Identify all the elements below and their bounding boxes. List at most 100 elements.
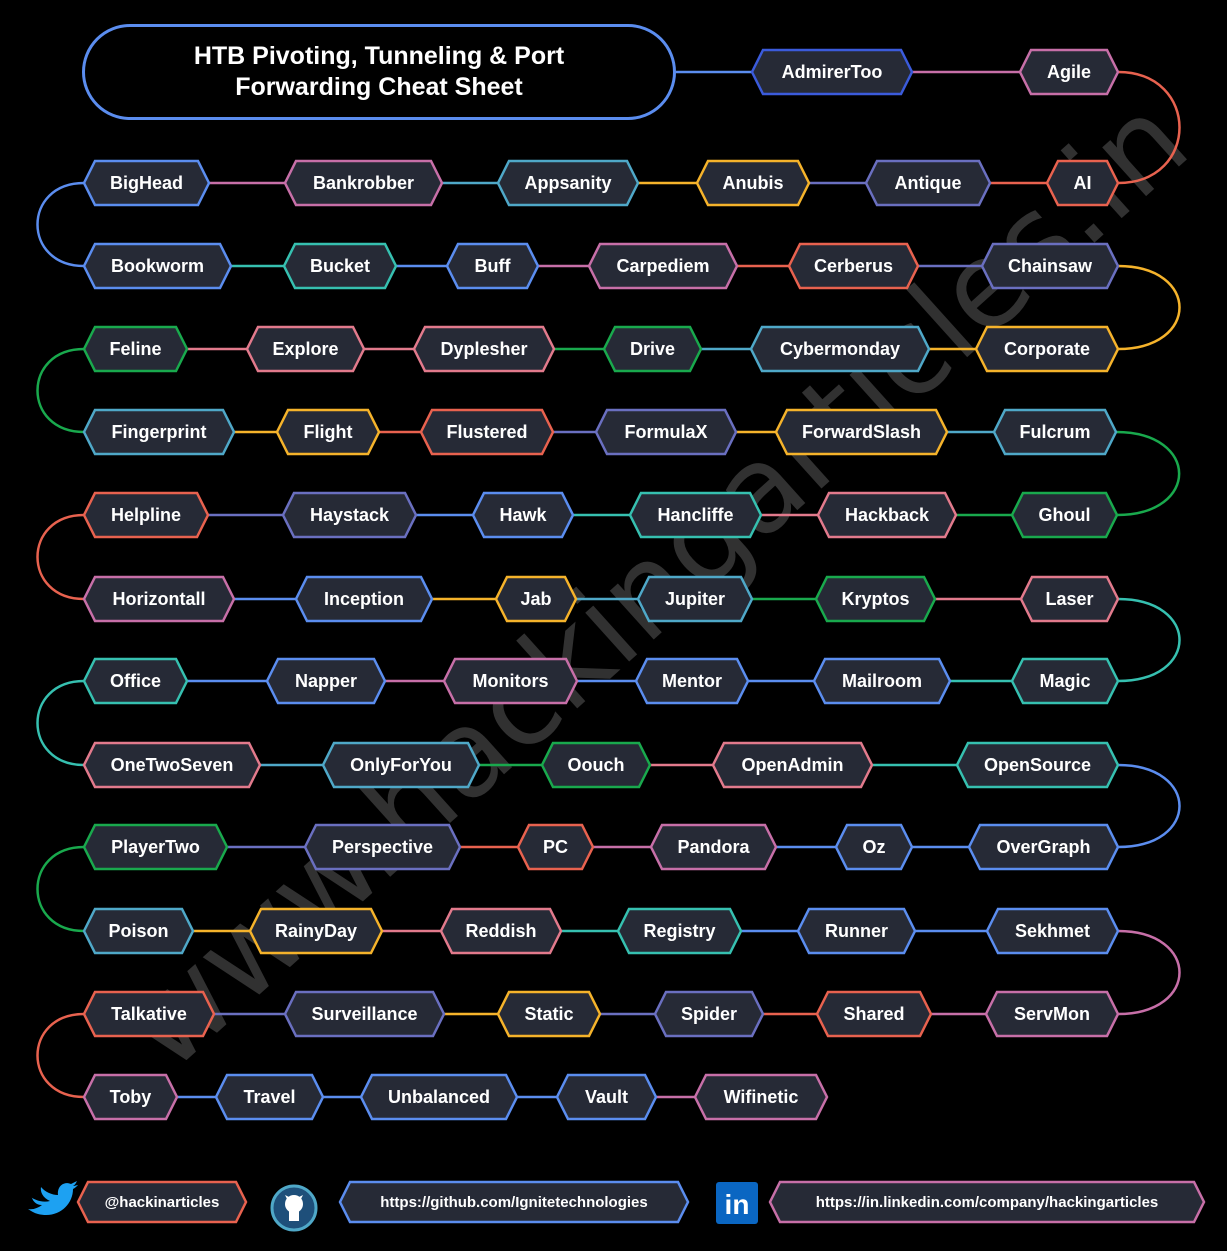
machine-node-bucket: Bucket xyxy=(282,242,398,290)
node-label: Fulcrum xyxy=(1019,422,1090,442)
node-shape xyxy=(649,823,778,871)
node-label: Anubis xyxy=(723,173,784,193)
machine-node-travel: Travel xyxy=(214,1073,325,1121)
node-shape xyxy=(82,741,262,789)
node-shape xyxy=(494,575,578,623)
node-shape xyxy=(967,823,1120,871)
node-shape xyxy=(796,907,917,955)
node-label: Fingerprint xyxy=(112,422,207,442)
node-shape xyxy=(693,1073,829,1121)
node-shape xyxy=(82,408,236,456)
machine-node-talkative: Talkative xyxy=(82,990,216,1038)
turn-connector xyxy=(36,1012,85,1099)
machine-node-office: Office xyxy=(82,657,189,705)
machine-node-toby: Toby xyxy=(82,1073,179,1121)
node-shape xyxy=(749,325,931,373)
node-label: Laser xyxy=(1045,589,1093,609)
node-shape xyxy=(496,990,602,1038)
node-label: Cerberus xyxy=(814,256,893,276)
node-label: Mentor xyxy=(662,671,722,691)
machine-node-corporate: Corporate xyxy=(974,325,1120,373)
turn-connector xyxy=(1117,70,1181,185)
node-shape xyxy=(984,990,1120,1038)
node-shape xyxy=(82,159,211,207)
node-label: Antique xyxy=(895,173,962,193)
node-shape xyxy=(555,1073,658,1121)
turn-connector xyxy=(1117,264,1181,351)
machine-node-opensource: OpenSource xyxy=(955,741,1120,789)
node-label: Hawk xyxy=(499,505,547,525)
node-shape xyxy=(214,1073,325,1121)
node-label: Office xyxy=(110,671,161,691)
node-shape xyxy=(445,242,540,290)
node-shape xyxy=(82,823,229,871)
node-shape xyxy=(442,657,579,705)
machine-node-explore: Explore xyxy=(245,325,366,373)
node-shape xyxy=(602,325,703,373)
node-label: Shared xyxy=(843,1004,904,1024)
machine-node-monitors: Monitors xyxy=(442,657,579,705)
node-shape xyxy=(815,990,933,1038)
machine-node-oz: Oz xyxy=(834,823,914,871)
github-url-link[interactable]: https://github.com/Ignitetechnologies xyxy=(338,1180,690,1224)
node-label: Inception xyxy=(324,589,404,609)
title-banner: HTB Pivoting, Tunneling & Port Forwardin… xyxy=(82,24,676,120)
node-shape xyxy=(281,491,418,539)
turn-connector xyxy=(1115,430,1181,517)
node-shape xyxy=(587,242,739,290)
machine-node-vault: Vault xyxy=(555,1073,658,1121)
twitter-handle-link[interactable]: @hackinarticles xyxy=(76,1180,248,1224)
turn-connector xyxy=(1117,763,1181,849)
machine-node-laser: Laser xyxy=(1019,575,1120,623)
node-label: Toby xyxy=(110,1087,152,1107)
node-shape xyxy=(82,1073,179,1121)
node-label: Reddish xyxy=(465,921,536,941)
turn-connector xyxy=(1117,597,1181,683)
machine-node-admirertoo: AdmirerToo xyxy=(750,48,914,96)
machine-node-drive: Drive xyxy=(602,325,703,373)
node-shape xyxy=(265,657,387,705)
node-shape xyxy=(1010,657,1120,705)
node-label: Surveillance xyxy=(311,1004,417,1024)
node-shape xyxy=(634,657,750,705)
node-label: Oz xyxy=(862,837,885,857)
node-shape xyxy=(636,575,754,623)
node-label: Talkative xyxy=(111,1004,187,1024)
node-label: Jupiter xyxy=(665,589,725,609)
twitter-handle-link-label: @hackinarticles xyxy=(105,1194,220,1211)
machine-node-bighead: BigHead xyxy=(82,159,211,207)
node-shape xyxy=(283,159,444,207)
node-label: Bookworm xyxy=(111,256,204,276)
turn-connector xyxy=(36,181,85,268)
node-shape xyxy=(82,242,233,290)
node-shape xyxy=(774,408,949,456)
node-label: Poison xyxy=(108,921,168,941)
node-shape xyxy=(787,242,920,290)
footer-links: @hackinarticles https://github.com/Ignite… xyxy=(28,1180,1206,1232)
node-label: OpenAdmin xyxy=(742,755,844,775)
node-shape xyxy=(82,325,189,373)
twitter-bird-icon[interactable] xyxy=(28,1181,78,1216)
node-label: Corporate xyxy=(1004,339,1090,359)
github-icon[interactable] xyxy=(270,1184,318,1232)
node-shape xyxy=(282,242,398,290)
node-label: Chainsaw xyxy=(1008,256,1093,276)
machine-node-hancliffe: Hancliffe xyxy=(628,491,763,539)
node-shape xyxy=(1018,48,1120,96)
machine-node-cybermonday: Cybermonday xyxy=(749,325,931,373)
node-label: Agile xyxy=(1047,62,1091,82)
linkedin-url-link[interactable]: https://in.linkedin.com/company/hackinga… xyxy=(768,1180,1206,1224)
machine-node-anubis: Anubis xyxy=(695,159,811,207)
machine-node-carpediem: Carpediem xyxy=(587,242,739,290)
node-shape xyxy=(980,242,1120,290)
linkedin-icon[interactable]: in xyxy=(716,1182,758,1224)
node-label: Horizontall xyxy=(113,589,206,609)
node-label: Flight xyxy=(304,422,353,442)
machine-node-horizontall: Horizontall xyxy=(82,575,236,623)
node-shape xyxy=(816,491,958,539)
node-label: Appsanity xyxy=(524,173,611,193)
node-shape xyxy=(294,575,434,623)
machine-node-sekhmet: Sekhmet xyxy=(985,907,1120,955)
